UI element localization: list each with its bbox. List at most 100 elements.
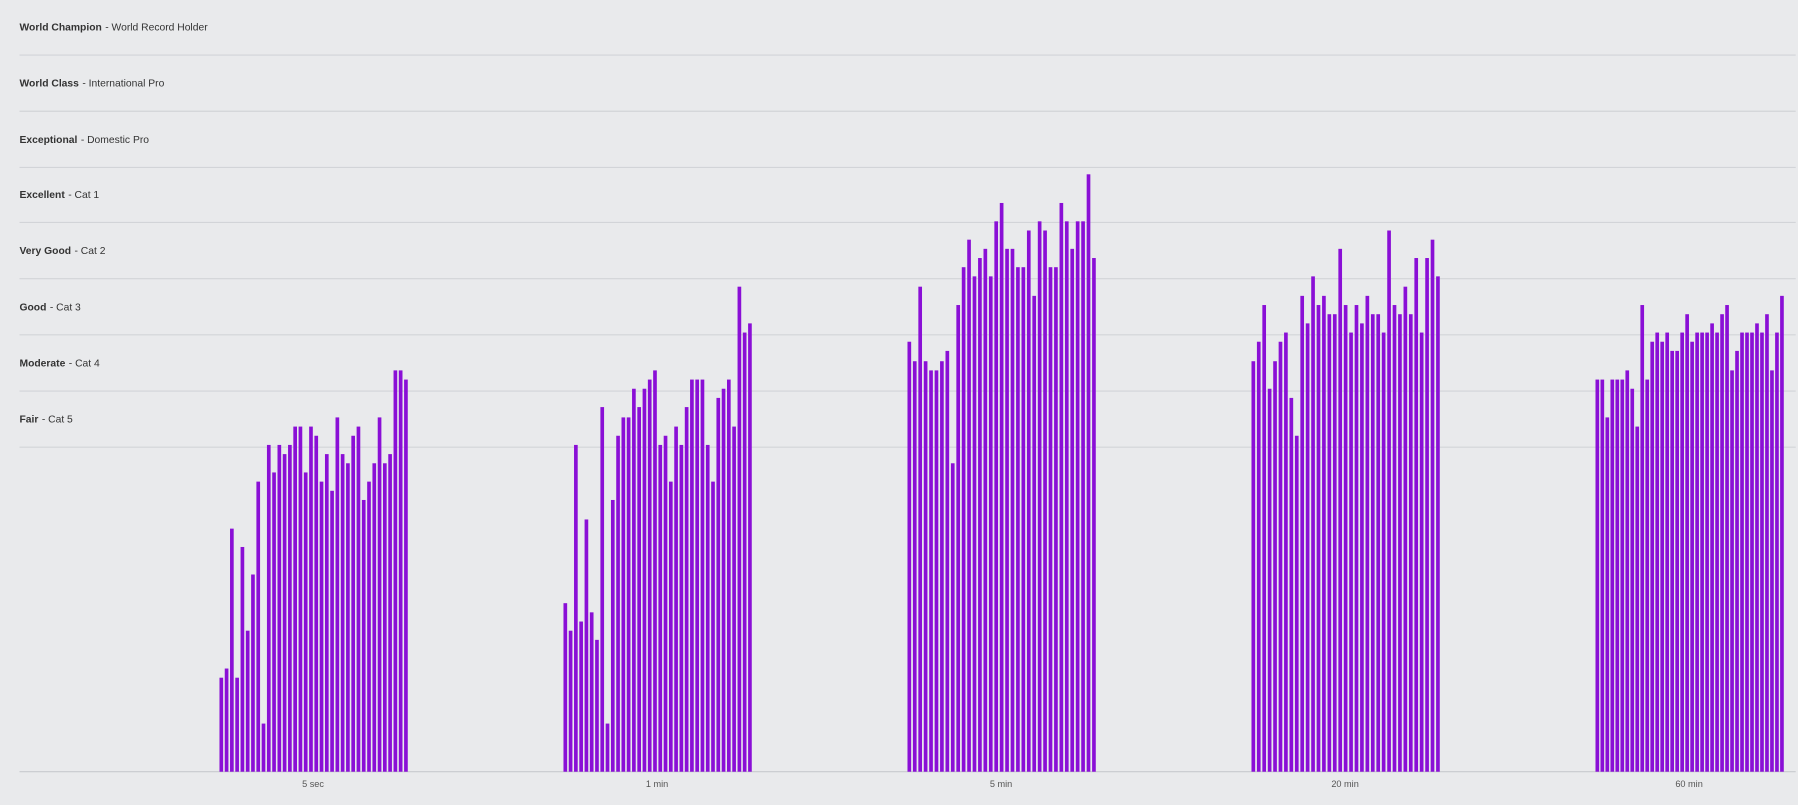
bar [716, 397, 721, 772]
bar [690, 379, 694, 772]
bar [1730, 370, 1734, 772]
bar [1273, 361, 1277, 772]
bar [1419, 332, 1424, 772]
bar [1620, 379, 1625, 772]
bar [695, 379, 700, 772]
bar [1043, 230, 1047, 772]
bar [398, 370, 403, 772]
bar [605, 723, 610, 772]
bar [261, 723, 266, 772]
bar [293, 426, 297, 772]
bar [978, 258, 982, 772]
bar [1322, 295, 1326, 772]
bar [658, 444, 663, 772]
bar [940, 361, 944, 772]
bar [288, 444, 292, 772]
bar [1354, 305, 1359, 772]
bar [1267, 388, 1272, 772]
bar [1403, 286, 1408, 772]
level-name: World Class [19, 78, 79, 89]
bar [230, 528, 234, 772]
level-label: Moderate - Cat 4 [19, 358, 99, 369]
bar [956, 305, 961, 772]
bar [1615, 379, 1620, 772]
bar [1745, 332, 1749, 772]
bar [732, 426, 736, 772]
bar [1765, 314, 1769, 772]
bar [563, 603, 568, 772]
bar [1630, 388, 1635, 772]
bar [361, 499, 366, 772]
bar [298, 426, 303, 772]
bar [600, 407, 605, 772]
bar [1251, 361, 1256, 772]
bar [1037, 221, 1042, 772]
level-label: World Class - International Pro [19, 78, 164, 89]
bar [653, 370, 657, 772]
bar [351, 435, 356, 772]
bar [256, 481, 261, 772]
bar [1700, 332, 1704, 772]
bar [579, 621, 583, 772]
bar [1010, 248, 1015, 772]
bar [367, 481, 371, 772]
x-tick-label: 60 min [1675, 779, 1702, 789]
bar [1600, 379, 1605, 772]
bar [1670, 350, 1675, 772]
bar [356, 426, 361, 772]
level-desc: - Cat 4 [69, 358, 100, 369]
level-label: Fair - Cat 5 [19, 414, 73, 425]
level-name: Moderate [19, 358, 65, 369]
bar [748, 323, 752, 772]
bar [303, 472, 308, 772]
bar [923, 361, 928, 772]
bar [1755, 323, 1759, 772]
bar [621, 417, 626, 772]
bar [945, 350, 950, 772]
level-desc: - Domestic Pro [81, 135, 149, 146]
bar [1256, 341, 1261, 772]
bar [705, 444, 710, 772]
bar [950, 463, 955, 772]
bar [1075, 221, 1080, 772]
bar [988, 276, 993, 772]
bar [918, 286, 923, 772]
level-desc: - Cat 1 [68, 190, 99, 201]
level-label: Good - Cat 3 [19, 302, 81, 313]
bar [637, 407, 641, 772]
bar [1338, 248, 1343, 772]
bar [679, 444, 684, 772]
bar [642, 388, 647, 772]
bar [1026, 230, 1031, 772]
bar [1635, 426, 1640, 772]
bar [1675, 350, 1679, 772]
bar [377, 417, 382, 772]
bar [245, 630, 250, 772]
bar [668, 481, 673, 772]
bar [1021, 267, 1026, 772]
bar [224, 668, 229, 772]
bar [684, 407, 689, 772]
bar [674, 426, 678, 772]
level-label: Exceptional - Domestic Pro [19, 135, 149, 146]
bar [1430, 239, 1435, 772]
bar [967, 239, 971, 772]
bar [1294, 435, 1299, 772]
bar [632, 388, 636, 772]
bar [1092, 258, 1096, 772]
level-desc: - Cat 5 [42, 414, 73, 425]
bar [324, 454, 329, 772]
level-desc: - Cat 3 [50, 302, 81, 313]
bar [1610, 379, 1615, 772]
bar [1081, 221, 1085, 772]
bar [219, 677, 224, 772]
bar [1059, 202, 1064, 772]
level-label: World Champion - World Record Holder [19, 22, 208, 33]
bar [1640, 305, 1645, 772]
bar [1349, 332, 1353, 772]
bar [1316, 305, 1321, 772]
bar [907, 341, 912, 772]
bar [1370, 314, 1375, 772]
